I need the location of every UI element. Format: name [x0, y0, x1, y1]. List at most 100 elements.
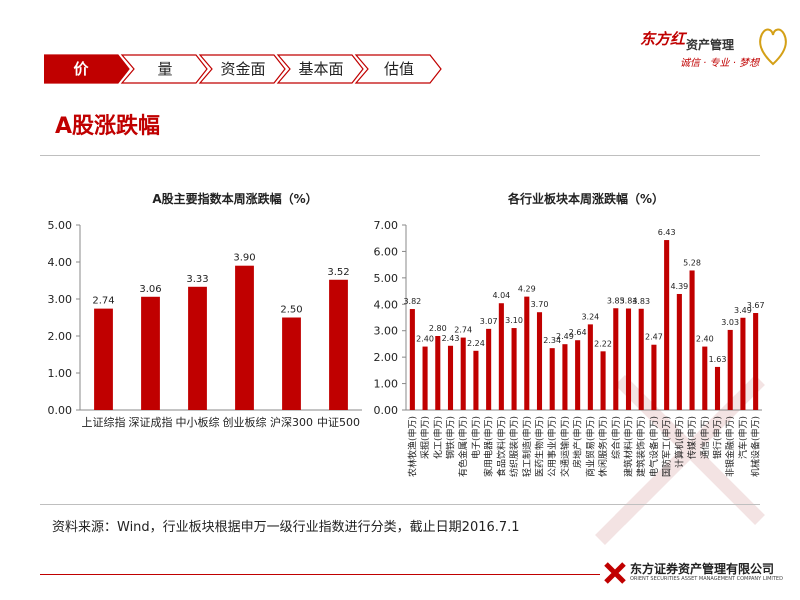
data-label: 3.03 — [721, 318, 739, 327]
data-label: 1.63 — [709, 355, 727, 364]
category-label: 房地产(申万) — [572, 416, 584, 468]
data-label: 3.85 — [607, 296, 625, 305]
category-label: 传媒(申万) — [686, 416, 698, 459]
category-label: 纺织服装(申万) — [508, 416, 520, 477]
tab-5[interactable]: 估值 — [354, 54, 442, 84]
bar — [94, 308, 113, 410]
tab-label: 量 — [157, 60, 172, 78]
data-label: 2.47 — [645, 333, 663, 342]
footer-line — [40, 574, 600, 575]
data-label: 2.64 — [569, 328, 587, 337]
category-label: 机械设备(申万) — [750, 416, 762, 477]
industry-change-chart: 各行业板块本周涨跌幅（%） 0.00 1.00 2.00 3.00 4.00 5.00 6.0… — [374, 191, 765, 477]
bar — [536, 312, 543, 410]
y-tick-label: 2.00 — [374, 351, 399, 364]
bar — [422, 346, 428, 410]
tab-1[interactable]: 价 — [44, 54, 130, 84]
bar — [625, 308, 632, 410]
bar — [235, 265, 254, 410]
data-label: 3.83 — [632, 297, 650, 306]
tab-label: 价 — [73, 60, 89, 78]
data-label: 2.43 — [442, 334, 460, 343]
y-tick-label: 0.00 — [48, 404, 73, 417]
bar — [435, 336, 441, 410]
category-label: 创业板综 — [223, 415, 267, 429]
heart-logo-icon — [759, 28, 787, 66]
category-label: 国防军工(申万) — [661, 416, 673, 477]
bar — [282, 317, 301, 410]
category-label: 沪深300 — [270, 415, 313, 429]
tab-4[interactable]: 基本面 — [276, 54, 364, 84]
bar — [329, 279, 348, 410]
data-label: 3.70 — [531, 300, 549, 309]
logo-slogan: 诚信 · 专业 · 梦想 — [680, 58, 760, 69]
data-label: 2.34 — [543, 336, 561, 345]
data-label: 4.39 — [670, 282, 688, 291]
data-label: 2.74 — [92, 296, 114, 307]
tab-shape — [120, 54, 208, 84]
category-label: 建筑装饰(申万) — [635, 416, 647, 477]
nav-tabs: 价 量 资金面 基本面 估值 — [44, 54, 442, 84]
footer-company-cn: 东方证券资产管理有限公司 — [630, 562, 775, 576]
data-label: 3.82 — [403, 297, 421, 306]
data-label: 3.33 — [186, 274, 208, 285]
category-label: 农林牧渔(申万) — [406, 416, 418, 477]
bar — [714, 366, 721, 410]
category-label: 交通运输(申万) — [559, 416, 571, 477]
y-tick-label: 1.00 — [48, 367, 73, 380]
source-divider — [40, 504, 760, 505]
bar — [676, 293, 682, 410]
bar — [486, 328, 492, 410]
logo-subtitle: 资产管理 — [686, 38, 735, 52]
category-label: 家用电器(申万) — [483, 416, 495, 477]
y-tick-label: 5.00 — [48, 219, 73, 232]
bar — [638, 308, 644, 410]
bar — [562, 344, 568, 410]
data-label: 3.06 — [139, 284, 161, 295]
tab-shape — [354, 54, 442, 84]
data-label: 4.04 — [492, 291, 510, 300]
chart-title: A股主要指数本周涨跌幅（%） — [152, 191, 317, 206]
tab-2[interactable]: 量 — [120, 54, 208, 84]
footer-company-en: ORIENT SECURITIES ASSET MANAGEMENT COMPA… — [630, 576, 783, 582]
bar — [702, 346, 708, 410]
category-label: 中证500 — [317, 416, 360, 429]
category-label: 汽车(申万) — [737, 416, 749, 459]
tab-shape — [276, 54, 364, 84]
y-tick-label: 3.00 — [374, 325, 399, 338]
bar — [141, 296, 160, 410]
brand-logo: 东方红 资产管理 诚信 · 专业 · 梦想 — [640, 24, 790, 74]
y-tick-label: 3.00 — [48, 293, 73, 306]
category-label: 公用事业(申万) — [546, 416, 558, 477]
data-label: 2.40 — [416, 335, 434, 344]
category-label: 钢铁(申万) — [445, 416, 457, 459]
bar — [689, 270, 695, 410]
y-tick-label: 7.00 — [374, 219, 399, 232]
category-label: 深证成指 — [129, 415, 173, 429]
category-label: 食品饮料(申万) — [495, 416, 507, 477]
category-label: 通信(申万) — [699, 416, 711, 459]
bar — [575, 340, 581, 410]
category-label: 综合(申万) — [610, 416, 622, 459]
category-label: 上证综指 — [82, 415, 126, 429]
source-note: 资料来源：Wind，行业板块根据申万一级行业指数进行分类，截止日期2016.7.… — [52, 520, 520, 535]
bar — [524, 296, 530, 410]
data-label: 2.49 — [556, 332, 574, 341]
bar — [727, 329, 733, 410]
logo-text: 东方红 — [640, 30, 686, 48]
category-label: 银行(申万) — [712, 416, 724, 459]
bar — [473, 350, 479, 410]
data-label: 4.29 — [518, 285, 536, 294]
tab-label: 基本面 — [298, 60, 343, 78]
bar — [613, 308, 619, 410]
tab-3[interactable]: 资金面 — [198, 54, 286, 84]
y-tick-label: 2.00 — [48, 330, 73, 343]
footer-logo: 东方证券资产管理有限公司 ORIENT SECURITIES ASSET MAN… — [604, 560, 784, 588]
data-label: 2.40 — [696, 335, 714, 344]
data-label: 2.50 — [280, 305, 302, 316]
tab-label: 资金面 — [220, 60, 265, 78]
data-label: 3.90 — [233, 253, 255, 264]
data-label: 3.52 — [327, 267, 349, 278]
y-tick-label: 4.00 — [48, 256, 73, 269]
data-label: 5.28 — [683, 258, 701, 267]
